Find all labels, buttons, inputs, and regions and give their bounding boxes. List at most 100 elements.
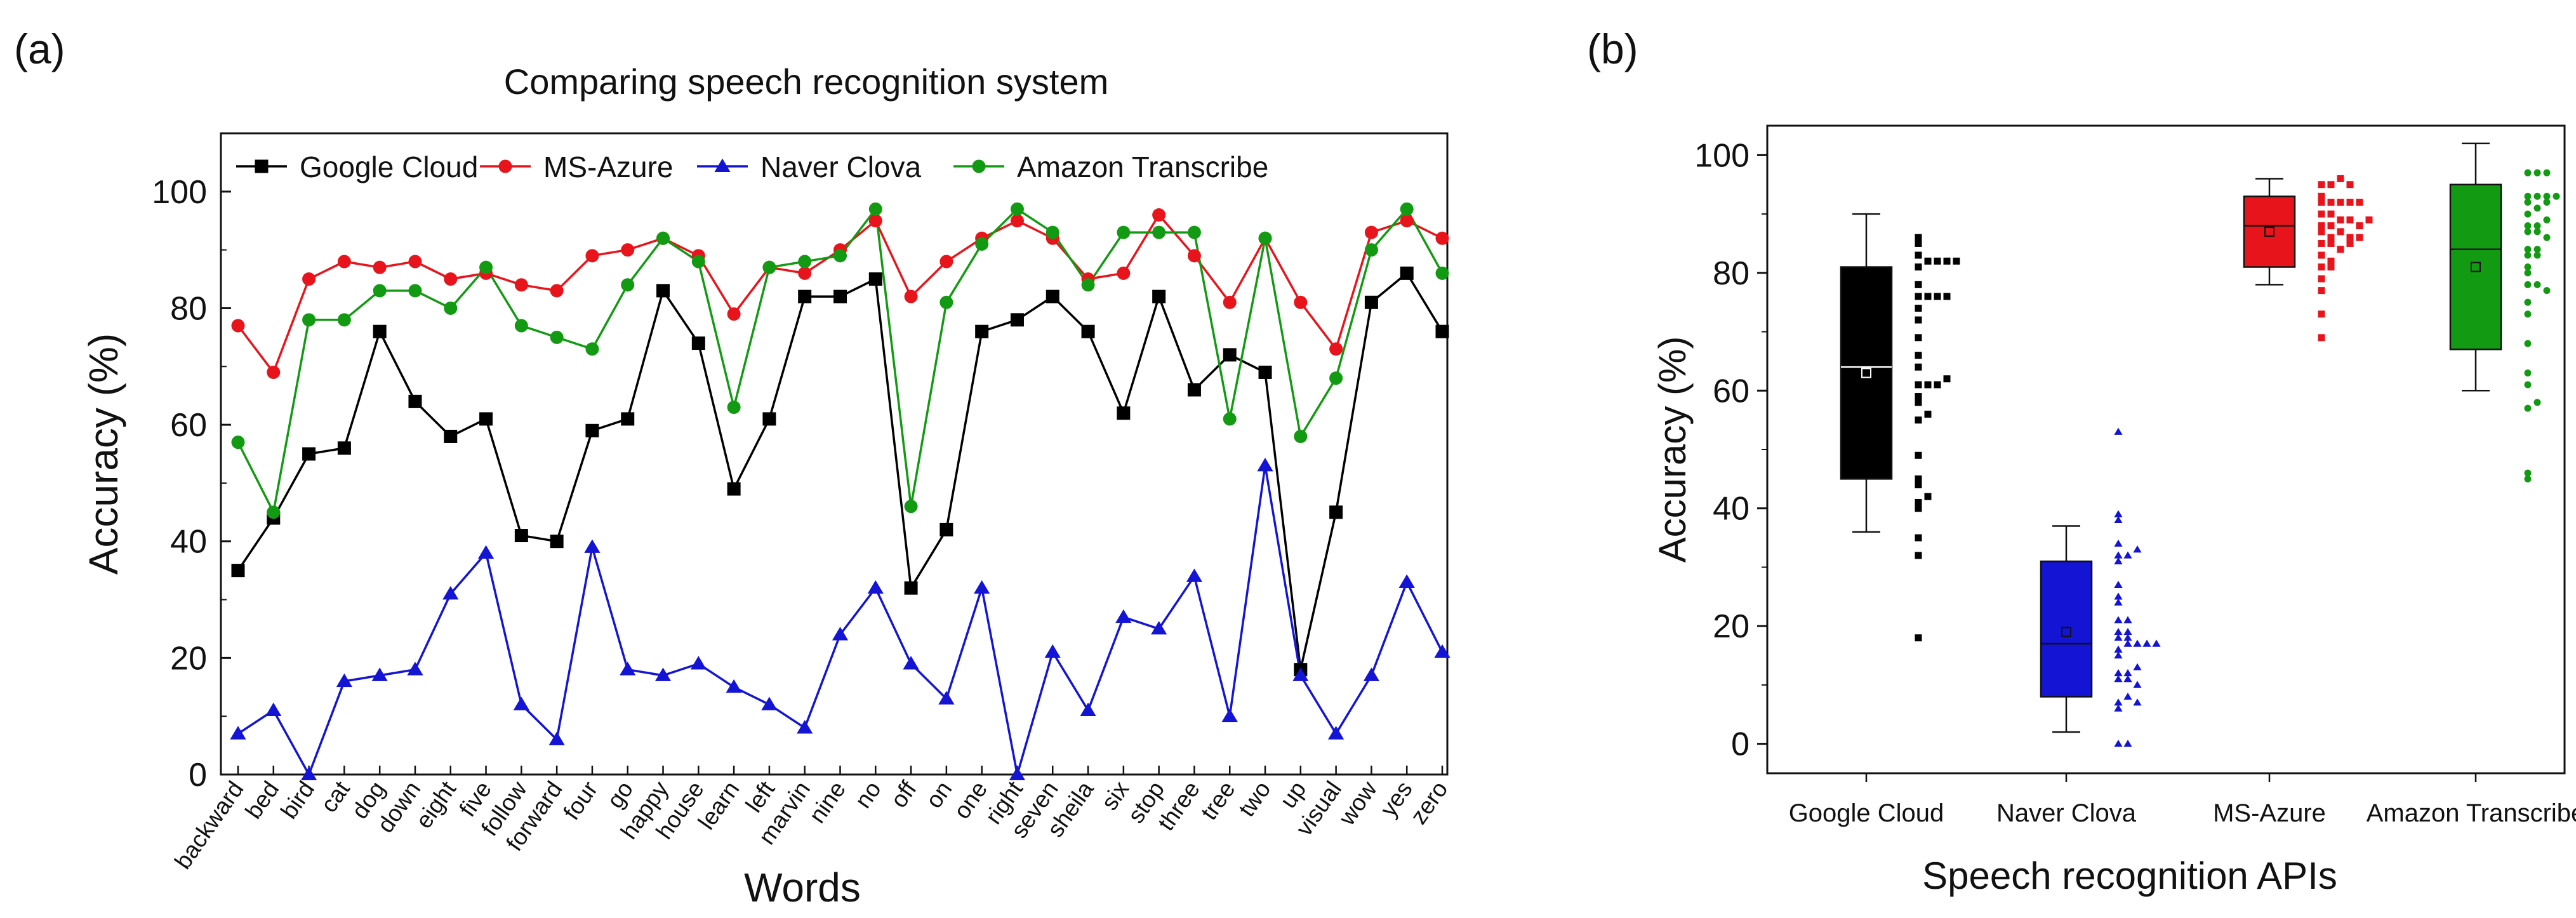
data-point	[868, 202, 882, 216]
scatter-point	[2318, 199, 2325, 206]
legend-label: MS-Azure	[543, 150, 673, 183]
data-point	[408, 284, 422, 298]
data-point	[337, 255, 351, 269]
scatter-point	[2114, 510, 2123, 517]
data-point	[690, 656, 707, 670]
scatter-point	[2524, 310, 2532, 318]
data-point	[1010, 313, 1024, 327]
scatter-point	[2327, 257, 2335, 265]
x-tick-label: Naver Clova	[1996, 799, 2137, 827]
scatter-point	[2123, 616, 2132, 623]
scatter-point	[2533, 204, 2541, 212]
scatter-point	[2123, 551, 2132, 559]
data-point	[584, 539, 601, 553]
box	[2040, 560, 2093, 698]
data-point	[938, 691, 955, 705]
scatter-point	[2365, 216, 2373, 223]
data-point	[1010, 202, 1024, 216]
box	[2243, 196, 2296, 268]
chart-b-xlabel: Speech recognition APIs	[1922, 855, 2337, 897]
y-tick-label: 40	[1713, 491, 1749, 528]
x-tick-label: nine	[804, 776, 851, 828]
data-point	[868, 214, 882, 228]
data-point	[1258, 231, 1272, 245]
box-chart: 0 20 40 60 80 100 Google Cloud Naver Clova MS-A…	[1651, 124, 2576, 897]
data-point	[1223, 348, 1237, 362]
scatter-point	[2543, 169, 2551, 176]
y-tick-label: 80	[170, 290, 207, 327]
legend-marker	[498, 159, 512, 173]
scatter-point	[2133, 639, 2142, 647]
data-point	[1329, 371, 1343, 385]
scatter-point	[2327, 263, 2335, 271]
line-chart: Comparing speech recognition system 0 20 4…	[81, 62, 1453, 910]
data-point	[727, 307, 741, 321]
data-point	[1328, 726, 1344, 740]
x-tick-label: Google Cloud	[1789, 799, 1944, 827]
data-point	[231, 319, 245, 333]
data-point	[904, 289, 918, 303]
data-point	[654, 667, 672, 681]
data-point	[621, 278, 635, 292]
data-point	[479, 260, 493, 274]
legend-marker	[255, 159, 269, 173]
scatter-point	[1915, 399, 1922, 406]
data-point	[621, 243, 635, 257]
data-point	[514, 319, 528, 333]
data-point	[1117, 266, 1131, 280]
x-tick-label: bed	[240, 776, 284, 823]
scatter-point	[2524, 251, 2532, 259]
scatter-point	[2133, 681, 2142, 688]
y-tick-label: 40	[170, 524, 207, 561]
data-point	[798, 266, 812, 280]
scatter-point	[2346, 234, 2354, 241]
data-point	[1152, 289, 1166, 303]
scatter-point	[2318, 210, 2325, 218]
series-line	[237, 465, 1444, 778]
scatter-point	[2318, 181, 2325, 189]
data-point	[727, 401, 741, 415]
scatter-point	[2318, 275, 2325, 283]
scatter-point	[2533, 192, 2541, 200]
y-tick-label: 0	[1731, 726, 1749, 763]
scatter-point	[2114, 557, 2123, 564]
scatter-point	[2114, 651, 2123, 659]
data-point	[514, 278, 528, 292]
scatter-point	[2524, 340, 2532, 347]
data-point	[373, 260, 387, 274]
chart-b-ylabel: Accuracy (%)	[1651, 336, 1694, 563]
scatter-point	[2114, 627, 2123, 635]
scatter-point	[2327, 181, 2335, 189]
scatter-point	[2356, 222, 2363, 230]
data-point	[1258, 365, 1272, 379]
scatter-point	[1915, 304, 1922, 312]
scatter-point	[2123, 634, 2132, 641]
box-group	[2449, 142, 2560, 482]
data-point	[337, 313, 351, 327]
data-point	[1435, 231, 1449, 245]
data-point	[1292, 667, 1309, 681]
chart-b-x-axis: Google Cloud Naver Clova MS-Azure Amazon Tr…	[1789, 773, 2576, 827]
scatter-point	[2524, 192, 2532, 200]
x-tick-label: tree	[1196, 776, 1240, 825]
scatter-point	[2346, 239, 2354, 247]
data-point	[1400, 214, 1414, 228]
scatter-point	[1915, 251, 1922, 259]
panel-b-label: (b)	[1587, 25, 1638, 72]
data-point	[1010, 214, 1024, 228]
data-point	[762, 260, 776, 274]
scatter-point	[2524, 381, 2532, 389]
data-point	[868, 272, 882, 286]
data-point	[1081, 324, 1095, 338]
data-point	[267, 505, 281, 519]
data-point	[1434, 644, 1451, 658]
data-point	[1187, 225, 1201, 239]
scatter-point	[2346, 199, 2354, 206]
data-point	[302, 313, 316, 327]
data-point	[585, 423, 599, 437]
box-group	[1840, 213, 1960, 642]
scatter-point	[1924, 410, 1932, 418]
scatter-point	[2543, 192, 2551, 200]
data-point	[1398, 574, 1415, 588]
box	[1840, 266, 1893, 480]
